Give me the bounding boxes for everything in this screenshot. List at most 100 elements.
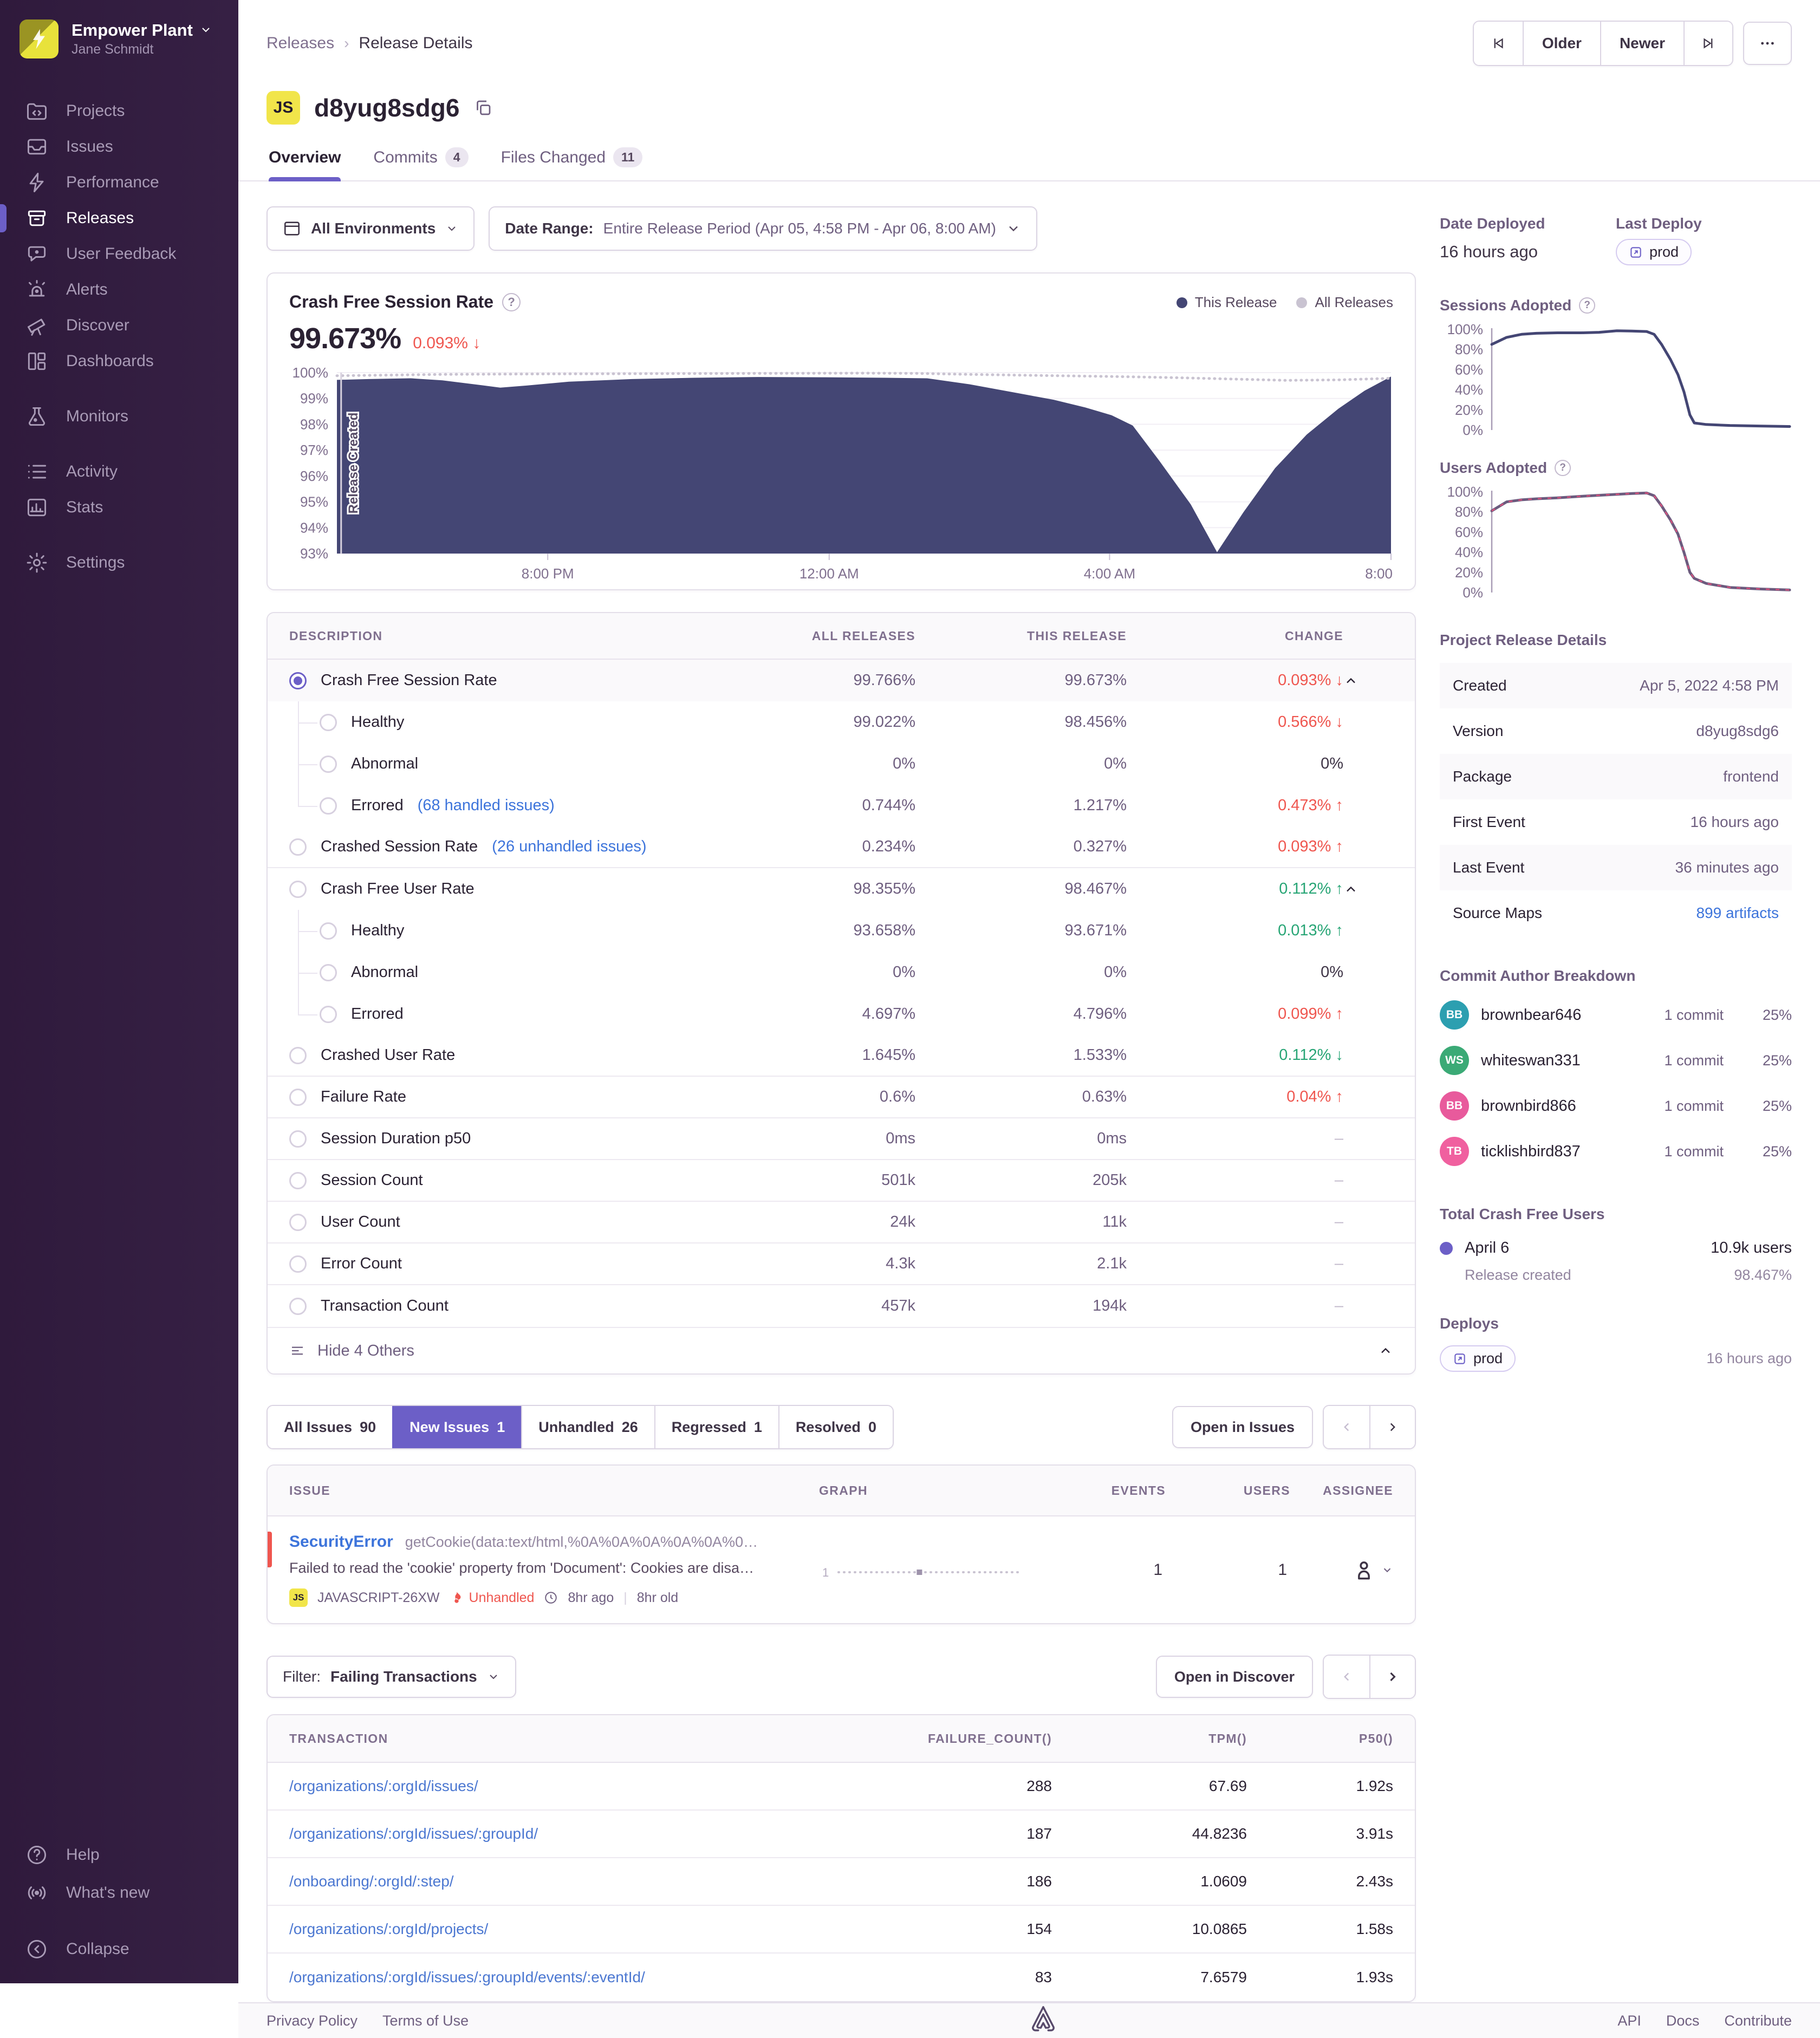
- transaction-row[interactable]: /organizations/:orgId/issues/288 67.69 1.9…: [268, 1763, 1415, 1811]
- issues-tab-all-issues[interactable]: All Issues 90: [268, 1406, 393, 1448]
- issues-prev-button[interactable]: [1324, 1406, 1369, 1448]
- metric-row-crash-free-user-rate[interactable]: Crash Free User Rate 98.355% 98.467% 0.112%…: [268, 868, 1415, 910]
- transaction-link[interactable]: /organizations/:orgId/issues/:groupId/ev…: [289, 1969, 645, 1985]
- metric-radio[interactable]: [289, 672, 307, 689]
- sidebar-item-settings[interactable]: Settings: [0, 545, 238, 581]
- sidebar-item-releases[interactable]: Releases: [0, 200, 238, 236]
- legend-this-release[interactable]: This Release: [1176, 294, 1277, 311]
- newer-button[interactable]: Newer: [1600, 22, 1683, 65]
- issues-next-button[interactable]: [1369, 1406, 1415, 1448]
- metric-radio[interactable]: [320, 713, 337, 731]
- issue-title-link[interactable]: SecurityError: [289, 1533, 393, 1551]
- metric-row-transaction-count[interactable]: Transaction Count 457k 194k –: [268, 1285, 1415, 1327]
- metric-row-errored[interactable]: Errored 4.697% 4.796% 0.099% ↑: [268, 993, 1415, 1035]
- deploy-badge-prod[interactable]: prod: [1440, 1345, 1516, 1372]
- footer-link-contribute[interactable]: Contribute: [1724, 2012, 1792, 2029]
- sidebar-item-alerts[interactable]: Alerts: [0, 272, 238, 308]
- transaction-link[interactable]: /organizations/:orgId/projects/: [289, 1920, 489, 1937]
- help-circle-icon[interactable]: ?: [502, 292, 521, 311]
- sidebar-item-discover[interactable]: Discover: [0, 308, 238, 343]
- metric-radio[interactable]: [289, 838, 307, 856]
- issues-tab-new-issues[interactable]: New Issues 1: [392, 1406, 522, 1448]
- sidebar-item-performance[interactable]: Performance: [0, 165, 238, 200]
- metric-row-error-count[interactable]: Error Count 4.3k 2.1k –: [268, 1243, 1415, 1285]
- sidebar-item-what-s-new[interactable]: What's new: [0, 1874, 238, 1912]
- metric-issues-link[interactable]: (68 handled issues): [417, 797, 555, 814]
- metric-radio[interactable]: [289, 1297, 307, 1315]
- open-in-discover-button[interactable]: Open in Discover: [1155, 1656, 1313, 1698]
- metric-row-errored[interactable]: Errored (68 handled issues) 0.744% 1.217% 0.…: [268, 785, 1415, 826]
- sidebar-item-dashboards[interactable]: Dashboards: [0, 343, 238, 379]
- sidebar-item-monitors[interactable]: Monitors: [0, 399, 238, 434]
- metric-row-session-count[interactable]: Session Count 501k 205k –: [268, 1160, 1415, 1202]
- transactions-prev-button[interactable]: [1324, 1656, 1369, 1698]
- footer-link-docs[interactable]: Docs: [1666, 2012, 1700, 2029]
- footer-link-privacy-policy[interactable]: Privacy Policy: [266, 2012, 358, 2029]
- help-circle-icon[interactable]: ?: [1555, 460, 1571, 476]
- legend-all-releases[interactable]: All Releases: [1296, 294, 1393, 311]
- newest-button[interactable]: [1683, 22, 1732, 65]
- date-range-selector[interactable]: Date Range: Entire Release Period (Apr 0…: [489, 206, 1037, 251]
- footer-link-terms-of-use[interactable]: Terms of Use: [382, 2012, 469, 2029]
- deploy-badge-prod[interactable]: prod: [1616, 239, 1692, 265]
- sidebar-item-projects[interactable]: Projects: [0, 93, 238, 129]
- sidebar-item-stats[interactable]: Stats: [0, 490, 238, 525]
- org-switcher[interactable]: Empower Plant Jane Schmidt: [0, 19, 238, 58]
- environment-selector[interactable]: All Environments: [266, 206, 475, 251]
- transaction-link[interactable]: /onboarding/:orgId/:step/: [289, 1873, 454, 1890]
- metric-radio[interactable]: [289, 1255, 307, 1273]
- tab-commits[interactable]: Commits 4: [373, 147, 469, 180]
- metric-row-crashed-session-rate[interactable]: Crashed Session Rate (26 unhandled issues…: [268, 826, 1415, 868]
- metric-radio[interactable]: [289, 880, 307, 898]
- transaction-row[interactable]: /organizations/:orgId/issues/:groupId/18…: [268, 1811, 1415, 1858]
- issues-tab-regressed[interactable]: Regressed 1: [654, 1406, 778, 1448]
- metric-radio[interactable]: [320, 755, 337, 773]
- metric-row-abnormal[interactable]: Abnormal 0% 0% 0%: [268, 743, 1415, 785]
- open-in-issues-button[interactable]: Open in Issues: [1172, 1406, 1313, 1448]
- oldest-button[interactable]: [1473, 22, 1523, 65]
- metric-row-abnormal[interactable]: Abnormal 0% 0% 0%: [268, 952, 1415, 993]
- metric-radio[interactable]: [320, 1005, 337, 1023]
- metric-radio[interactable]: [320, 922, 337, 940]
- metric-radio[interactable]: [289, 1046, 307, 1064]
- tab-files-changed[interactable]: Files Changed 11: [501, 147, 643, 180]
- help-circle-icon[interactable]: ?: [1579, 297, 1596, 314]
- older-button[interactable]: Older: [1522, 22, 1600, 65]
- metric-radio[interactable]: [320, 797, 337, 815]
- sidebar-item-help[interactable]: Help: [0, 1836, 238, 1874]
- hide-others-row[interactable]: Hide 4 Others: [268, 1327, 1415, 1373]
- metric-row-failure-rate[interactable]: Failure Rate 0.6% 0.63% 0.04% ↑: [268, 1077, 1415, 1118]
- transaction-row[interactable]: /onboarding/:orgId/:step/186 1.0609 2.43s: [268, 1858, 1415, 1906]
- detail-value[interactable]: 899 artifacts: [1696, 904, 1779, 921]
- chevron-up-icon[interactable]: [1343, 882, 1358, 897]
- metric-row-session-duration-p50[interactable]: Session Duration p50 0ms 0ms –: [268, 1118, 1415, 1160]
- issue-row[interactable]: SecurityError getCookie(data:text/html,%…: [268, 1516, 1415, 1623]
- transaction-filter-selector[interactable]: Filter: Failing Transactions: [266, 1656, 516, 1698]
- metric-radio[interactable]: [320, 963, 337, 981]
- transactions-next-button[interactable]: [1369, 1656, 1415, 1698]
- footer-link-api[interactable]: API: [1617, 2012, 1641, 2029]
- chevron-up-icon[interactable]: [1343, 673, 1358, 688]
- transaction-link[interactable]: /organizations/:orgId/issues/:groupId/: [289, 1825, 538, 1842]
- metric-row-healthy[interactable]: Healthy 93.658% 93.671% 0.013% ↑: [268, 910, 1415, 952]
- metric-row-user-count[interactable]: User Count 24k 11k –: [268, 1202, 1415, 1243]
- copy-icon[interactable]: [473, 98, 493, 118]
- metric-row-healthy[interactable]: Healthy 99.022% 98.456% 0.566% ↓: [268, 701, 1415, 743]
- transaction-row[interactable]: /organizations/:orgId/issues/:groupId/ev…: [268, 1954, 1415, 2001]
- transaction-link[interactable]: /organizations/:orgId/issues/: [289, 1777, 478, 1794]
- sidebar-item-activity[interactable]: Activity: [0, 454, 238, 490]
- metric-radio[interactable]: [289, 1171, 307, 1189]
- sidebar-item-collapse[interactable]: Collapse: [0, 1930, 238, 1968]
- assignee-selector[interactable]: [1290, 1558, 1393, 1582]
- sidebar-item-issues[interactable]: Issues: [0, 129, 238, 165]
- issues-tab-unhandled[interactable]: Unhandled 26: [521, 1406, 654, 1448]
- metric-radio[interactable]: [289, 1088, 307, 1106]
- issues-tab-resolved[interactable]: Resolved 0: [778, 1406, 893, 1448]
- metric-row-crashed-user-rate[interactable]: Crashed User Rate 1.645% 1.533% 0.112% ↓: [268, 1035, 1415, 1077]
- metric-radio[interactable]: [289, 1130, 307, 1148]
- more-actions-button[interactable]: [1743, 22, 1792, 65]
- breadcrumb-releases[interactable]: Releases: [266, 34, 335, 52]
- metric-issues-link[interactable]: (26 unhandled issues): [492, 838, 647, 855]
- metric-radio[interactable]: [289, 1213, 307, 1231]
- tab-overview[interactable]: Overview: [269, 147, 341, 181]
